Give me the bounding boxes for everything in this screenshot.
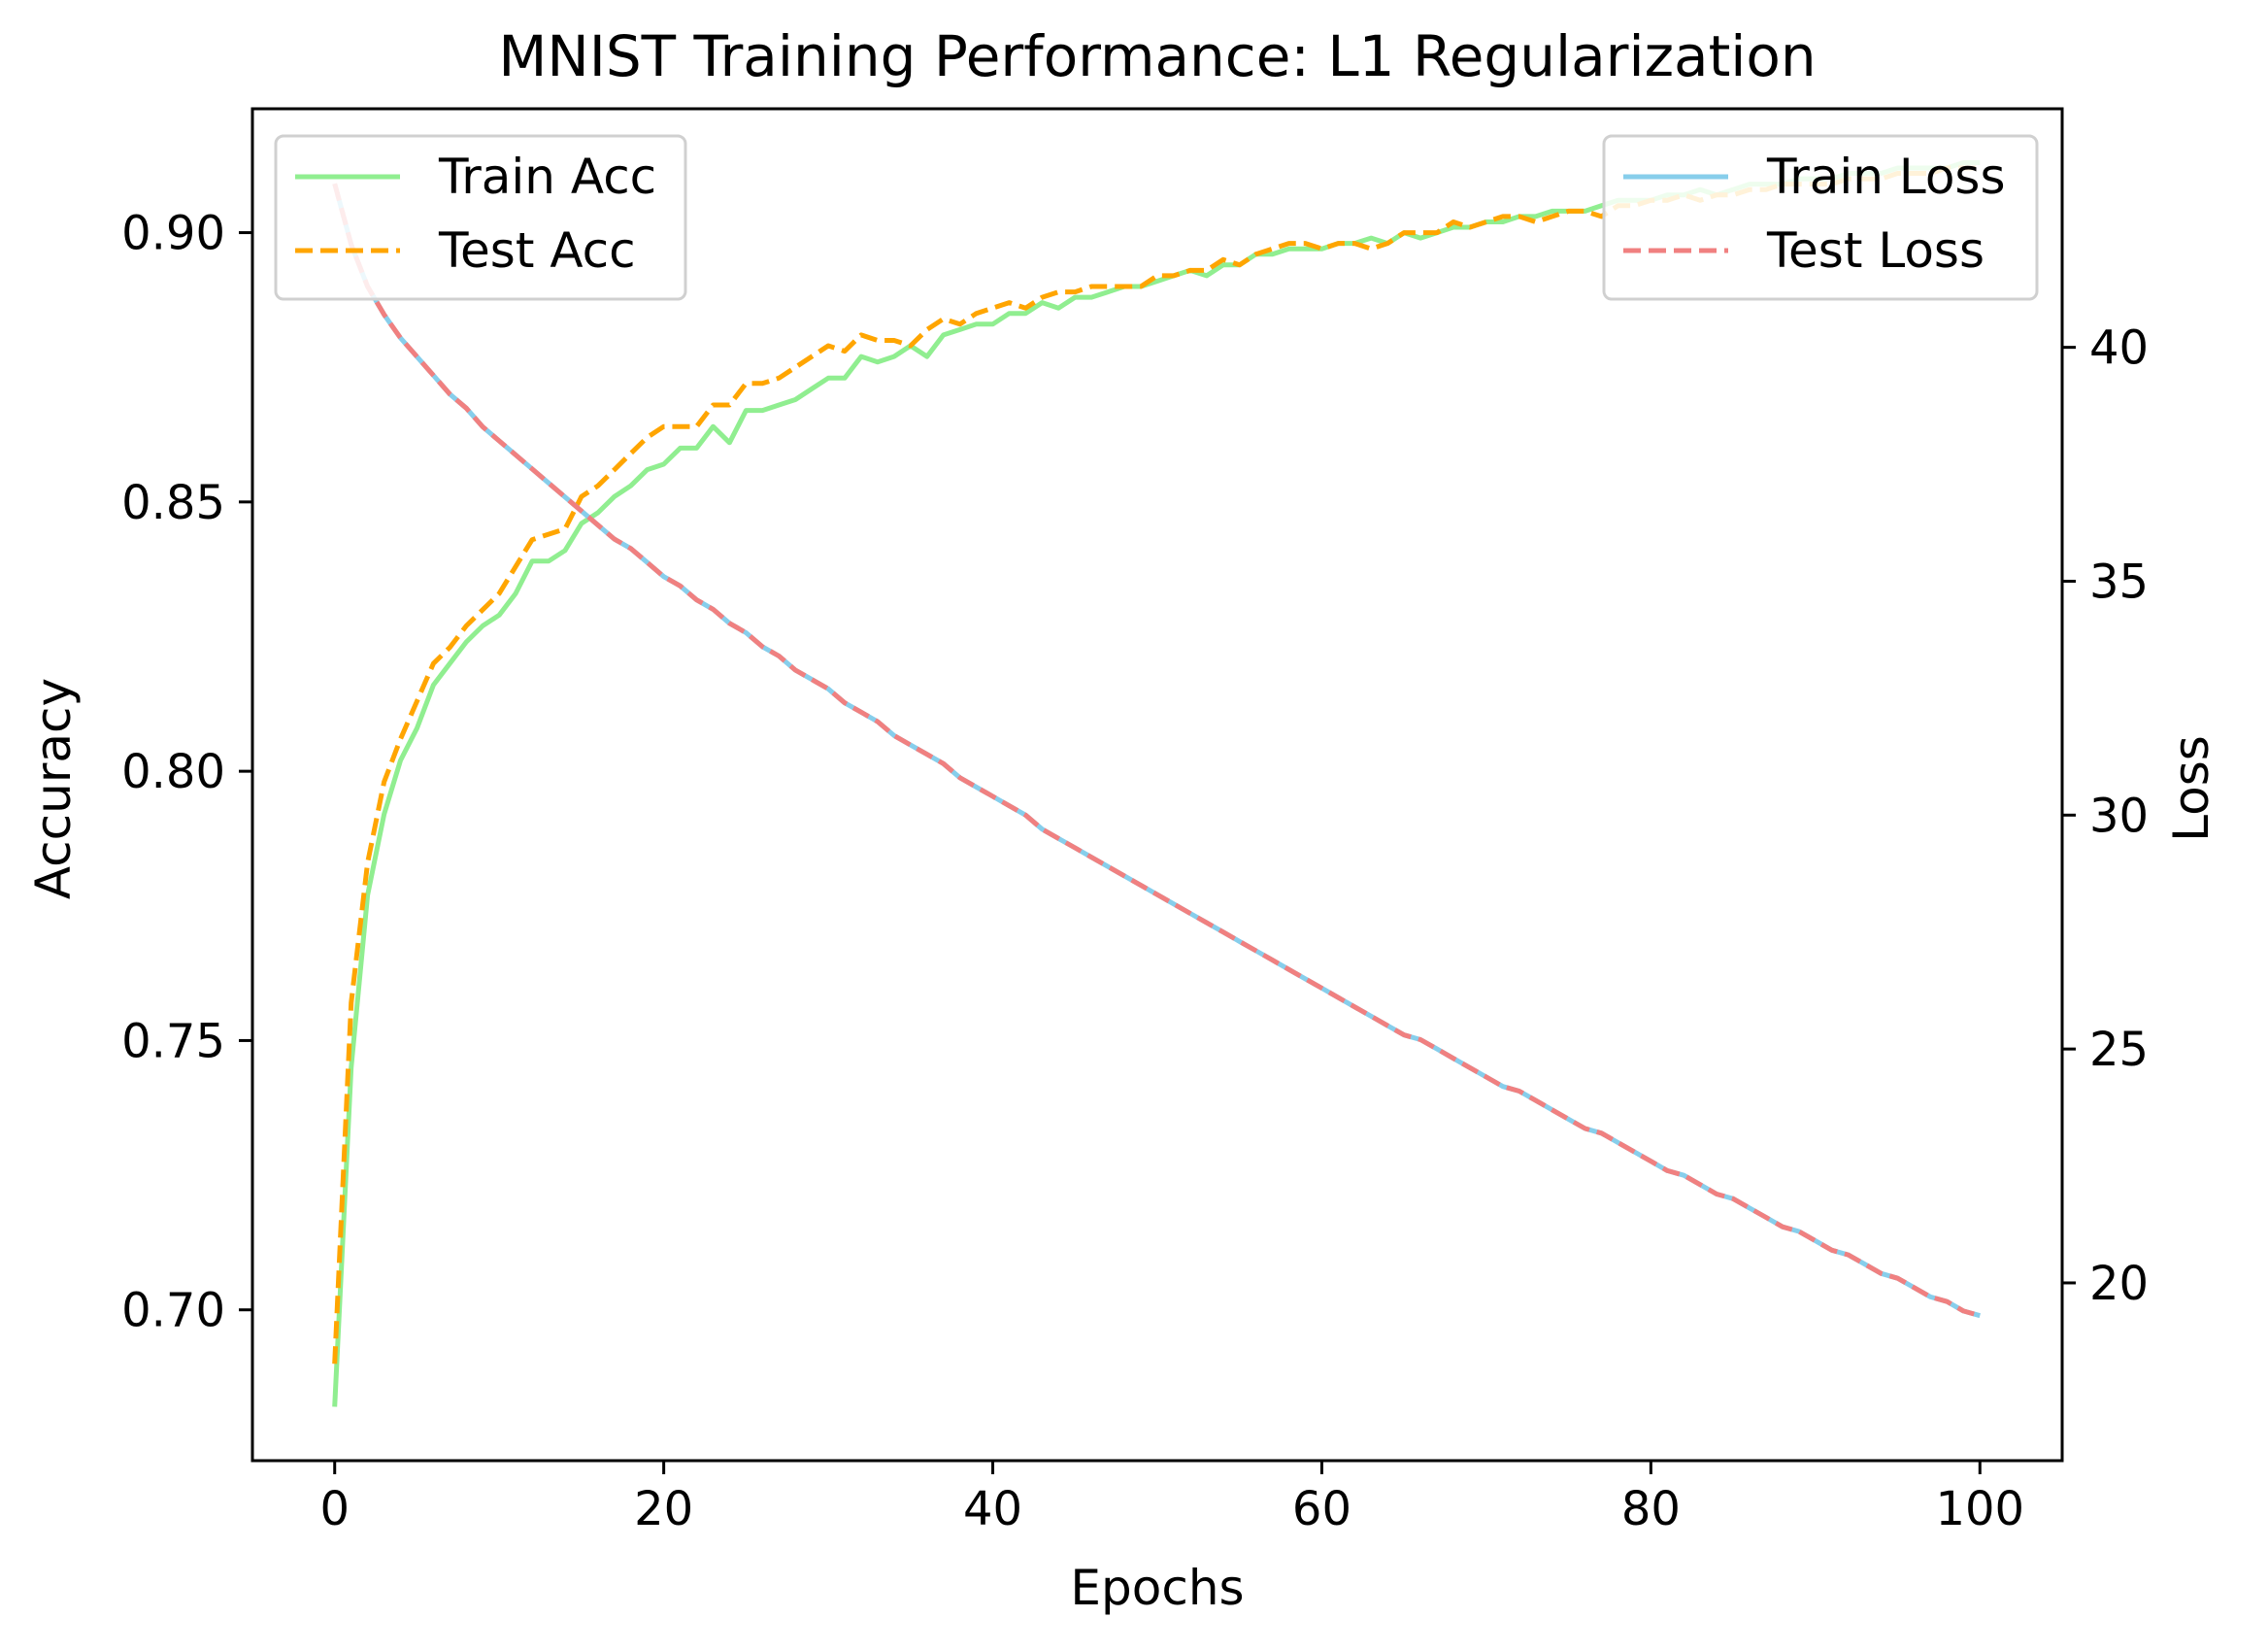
y-tick-label-left: 0.70 xyxy=(121,1284,225,1338)
legend-label-test-acc: Test Acc xyxy=(438,222,636,279)
legend-accuracy: Train Acc Test Acc xyxy=(274,134,687,301)
axis-ticks: 0 20 40 60 80 100 0.70 0.75 0.80 0.85 0.90 20 25 30 35… xyxy=(121,207,2149,1536)
x-tick-label: 60 xyxy=(1292,1482,1351,1536)
x-tick-label: 100 xyxy=(1935,1482,2024,1536)
y-tick-label-right: 25 xyxy=(2089,1023,2149,1077)
y-tick-label-right: 30 xyxy=(2089,789,2149,843)
x-axis-label: Epochs xyxy=(1070,1560,1244,1616)
legend-label-train-acc: Train Acc xyxy=(438,149,656,205)
y-tick-label-left: 0.85 xyxy=(121,476,225,530)
legend-label-train-loss: Train Loss xyxy=(1766,149,2006,205)
x-tick-label: 20 xyxy=(634,1482,693,1536)
y-tick-label-left: 0.90 xyxy=(121,207,225,261)
y-axis-label-right: Loss xyxy=(2163,735,2219,842)
legend-label-test-loss: Test Loss xyxy=(1766,222,1984,279)
x-tick-label: 0 xyxy=(319,1482,350,1536)
y-tick-label-right: 20 xyxy=(2089,1257,2149,1311)
chart-title: MNIST Training Performance: L1 Regulariz… xyxy=(498,23,1816,89)
x-tick-label: 80 xyxy=(1621,1482,1681,1536)
y-tick-label-right: 40 xyxy=(2089,321,2149,376)
x-tick-label: 40 xyxy=(963,1482,1022,1536)
legend-loss: Train Loss Test Loss xyxy=(1602,134,2039,301)
y-tick-label-left: 0.80 xyxy=(121,745,225,799)
y-axis-label-left: Accuracy xyxy=(25,678,82,899)
y-tick-label-right: 35 xyxy=(2089,555,2149,609)
y-tick-label-left: 0.75 xyxy=(121,1014,225,1068)
series-line-test-loss xyxy=(332,183,1981,1319)
plot-frame xyxy=(250,107,2064,1463)
